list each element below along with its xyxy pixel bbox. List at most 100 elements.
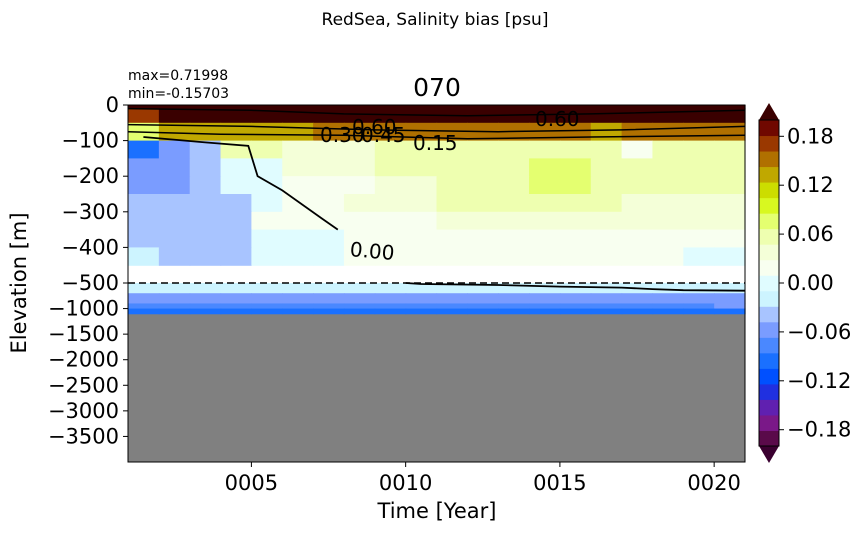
heatmap-cell (714, 211, 746, 231)
heatmap-cell (313, 108, 345, 124)
heatmap-cell (683, 283, 715, 294)
heatmap-cell (374, 176, 407, 195)
heatmap-cell (683, 158, 715, 177)
heatmap-cell (621, 247, 654, 266)
heatmap-cell (251, 283, 283, 294)
heatmap-cell (529, 229, 561, 248)
contour-label-030: 0.30 (320, 123, 365, 147)
heatmap-cell (714, 229, 746, 248)
heatmap-cell (467, 308, 499, 315)
heatmap-cell (529, 140, 561, 159)
heatmap-cell (405, 283, 438, 294)
heatmap-cell (559, 158, 592, 177)
heatmap-cell (590, 247, 623, 266)
heatmap-cell (343, 194, 376, 213)
colorbar-band (759, 197, 779, 214)
heatmap-cell (590, 303, 623, 310)
y-tick-label: −3000 (48, 399, 119, 423)
colorbar-band (759, 430, 779, 447)
heatmap-cell (189, 176, 222, 195)
heatmap-cell (405, 158, 438, 177)
heatmap-cell (529, 308, 561, 315)
heatmap-cell (251, 229, 283, 248)
heatmap-cell (621, 105, 654, 110)
heatmap-cell (683, 122, 715, 142)
heatmap-cell (158, 283, 191, 294)
y-tick-label: −300 (61, 200, 119, 224)
heatmap-cell (590, 108, 623, 124)
heatmap-cell (189, 158, 222, 177)
heatmap-cell (158, 303, 191, 310)
heatmap-cell (714, 158, 746, 177)
y-tick-label: −1500 (48, 322, 119, 346)
colorbar-extend-top (759, 103, 779, 120)
heatmap-cell (158, 176, 191, 195)
contour-label-045: 0.45 (361, 123, 406, 147)
heatmap-cell (498, 158, 530, 177)
heatmap-cell (559, 194, 592, 213)
heatmap-cell (374, 108, 407, 124)
heatmap-cell (313, 308, 345, 315)
heatmap-cell (282, 140, 314, 159)
heatmap-cell (282, 247, 314, 266)
zero-contour-lower (405, 282, 746, 292)
heatmap-cell (374, 303, 407, 310)
heatmap-cell (220, 108, 252, 124)
heatmap-cell (467, 229, 499, 248)
heatmap-cell (128, 108, 160, 124)
heatmap-cell (251, 176, 283, 195)
heatmap-cell (158, 105, 191, 110)
colorbar-band (759, 275, 779, 292)
heatmap-cell (343, 283, 376, 294)
heatmap-cell (621, 229, 654, 248)
contour-line (127, 130, 746, 140)
heatmap-cell (313, 158, 345, 177)
zero-contour-upper (143, 136, 339, 231)
heatmap-cell (559, 293, 592, 305)
heatmap-cell (313, 122, 345, 142)
heatmap-cell (529, 283, 561, 294)
heatmap-cell (220, 229, 252, 248)
heatmap-cell (498, 308, 530, 315)
heatmap-cell (313, 176, 345, 195)
heatmap-cell (436, 176, 468, 195)
heatmap-cell (529, 176, 561, 195)
heatmap-cell (467, 176, 499, 195)
heatmap-cell (313, 105, 345, 110)
heatmap-cell (251, 303, 283, 310)
heatmap-cell (683, 247, 715, 266)
heatmap-cell (128, 211, 160, 231)
heatmap-cell (621, 194, 654, 213)
heatmap-cell (128, 303, 160, 310)
heatmap-cell (282, 293, 314, 305)
y-axis: 0 −100 −200 −300 −400 −500−1000−1500−2000−250… (48, 93, 128, 448)
heatmap-cell (652, 211, 684, 231)
heatmap-cell (559, 140, 592, 159)
heatmap-cell (652, 108, 684, 124)
colorbar-band (759, 135, 779, 152)
heatmap-cell (436, 105, 468, 110)
colorbar-tick-label: 0.06 (787, 222, 834, 246)
y-tick-label: −500 (61, 271, 119, 295)
colorbar-band (759, 383, 779, 400)
heatmap-cell (652, 105, 684, 110)
heatmap-cell (498, 211, 530, 231)
heatmap-cell (529, 303, 561, 310)
heatmap-cell (714, 122, 746, 142)
heatmap-cell (590, 122, 623, 142)
heatmap-cell (559, 229, 592, 248)
heatmap-cell (559, 247, 592, 266)
heatmap-cell (405, 308, 438, 315)
heatmap-cell (652, 140, 684, 159)
heatmap-cell (343, 158, 376, 177)
colorbar-band (759, 120, 779, 137)
heatmap-cell (128, 105, 160, 110)
heatmap-cell (714, 105, 746, 110)
y-tick-label: −200 (61, 164, 119, 188)
colorbar-band (759, 290, 779, 307)
colorbar-band (759, 337, 779, 354)
colorbar-tick-label: −0.12 (787, 369, 851, 393)
heatmap-cell (251, 108, 283, 124)
heatmap-cell (436, 140, 468, 159)
y-axis-label: Elevation [m] (7, 212, 31, 353)
